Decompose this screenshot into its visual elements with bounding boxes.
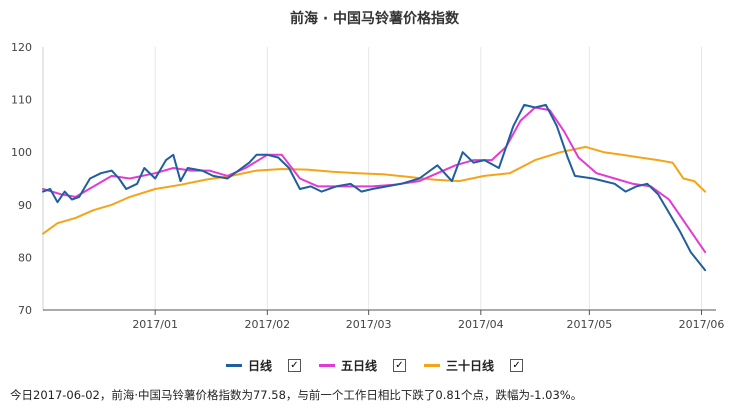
legend-swatch-5day bbox=[318, 364, 335, 367]
legend-label-daily: 日线 bbox=[247, 359, 272, 373]
y-tick-label: 120 bbox=[11, 41, 32, 54]
y-tick-label: 110 bbox=[11, 94, 32, 107]
x-tick-label: 2017/02 bbox=[244, 318, 290, 331]
series-line-五日线 bbox=[42, 106, 707, 254]
legend-label-30day: 三十日线 bbox=[446, 359, 495, 373]
legend-checkbox-daily[interactable]: ✓ bbox=[287, 359, 301, 372]
y-tick-label: 70 bbox=[18, 304, 32, 317]
x-tick-label: 2017/06 bbox=[679, 318, 725, 331]
x-tick-label: 2017/04 bbox=[458, 318, 504, 331]
legend-item-5day[interactable]: 五日线 ✓ bbox=[318, 357, 406, 374]
series-line-日线 bbox=[42, 103, 707, 272]
legend-checkbox-30day[interactable]: ✓ bbox=[510, 359, 524, 372]
x-axis-ticks: 2017/01 2017/02 2017/03 2017/04 2017/05 2017/… bbox=[132, 310, 724, 331]
x-tick-label: 2017/05 bbox=[567, 318, 613, 331]
legend-swatch-daily bbox=[225, 364, 242, 367]
y-tick-label: 90 bbox=[18, 199, 32, 212]
legend-label-5day: 五日线 bbox=[340, 359, 377, 373]
legend: 日线 ✓ 五日线 ✓ 三十日线 ✓ bbox=[0, 357, 749, 374]
legend-item-daily[interactable]: 日线 ✓ bbox=[225, 357, 301, 374]
x-tick-label: 2017/03 bbox=[346, 318, 392, 331]
legend-checkbox-5day[interactable]: ✓ bbox=[393, 359, 406, 372]
legend-item-30day[interactable]: 三十日线 ✓ bbox=[424, 357, 524, 374]
series-line-三十日线 bbox=[42, 145, 707, 235]
y-tick-label: 80 bbox=[18, 251, 32, 264]
x-tick-label: 2017/01 bbox=[132, 318, 178, 331]
chart-title: 前海 · 中国马铃薯价格指数 bbox=[289, 11, 460, 27]
y-axis-ticks: 70 80 90 100 110 120 bbox=[11, 41, 32, 317]
legend-swatch-30day bbox=[424, 364, 440, 367]
summary-text: 今日2017-06-02，前海·中国马铃薯价格指数为77.58，与前一个工作日相… bbox=[10, 388, 583, 402]
y-tick-label: 100 bbox=[11, 146, 32, 159]
series-lines bbox=[42, 103, 707, 272]
